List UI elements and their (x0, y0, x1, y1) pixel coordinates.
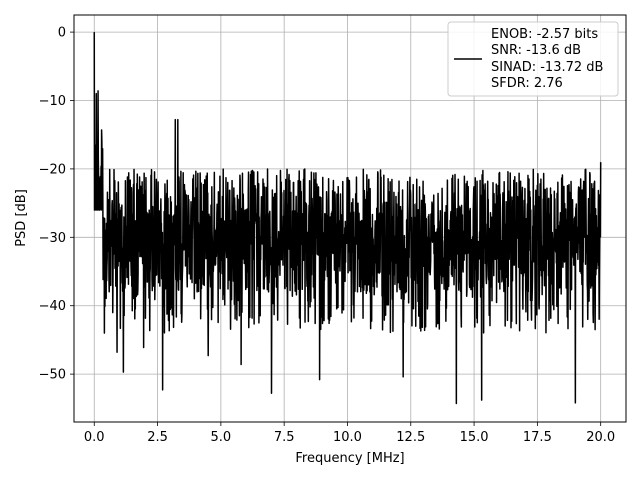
x-tick-label: 7.5 (274, 430, 295, 445)
legend-text-sfdr: SFDR: 2.76 (491, 76, 563, 91)
x-tick-label: 12.5 (396, 430, 425, 445)
legend: ENOB: -2.57 bits SNR: -13.6 dB SINAD: -1… (447, 21, 619, 97)
y-tick-label: 0 (58, 26, 66, 41)
y-axis-label: PSD [dB] (14, 189, 29, 247)
y-tick-label: −30 (39, 231, 66, 246)
axes-frame (73, 14, 627, 423)
x-tick-label: 2.5 (147, 430, 168, 445)
y-tick-label: −50 (39, 368, 66, 383)
legend-text-sinad: SINAD: -13.72 dB (491, 60, 603, 75)
psd-series-line (93, 32, 602, 405)
y-tick-label: −40 (39, 299, 66, 314)
x-tick-label: 17.5 (523, 430, 552, 445)
legend-text-enob: ENOB: -2.57 bits (491, 27, 598, 42)
y-tick-label: −10 (39, 94, 66, 109)
x-tick-label: 10.0 (333, 430, 362, 445)
plot-area (93, 32, 602, 405)
y-tick-label: −20 (39, 162, 66, 177)
legend-box (447, 21, 619, 97)
x-axis-label: Frequency [MHz] (295, 451, 404, 466)
x-tick-label: 20.0 (586, 430, 615, 445)
y-axis-ticks: 0 −10 −20 −30 −40 −50 (39, 26, 74, 383)
x-tick-label: 15.0 (460, 430, 489, 445)
x-tick-label: 0.0 (84, 430, 105, 445)
x-tick-label: 5.0 (211, 430, 232, 445)
x-axis-ticks: 0.0 2.5 5.0 7.5 10.0 12.5 15.0 17.5 20.0 (84, 422, 615, 445)
legend-text-snr: SNR: -13.6 dB (491, 43, 581, 58)
